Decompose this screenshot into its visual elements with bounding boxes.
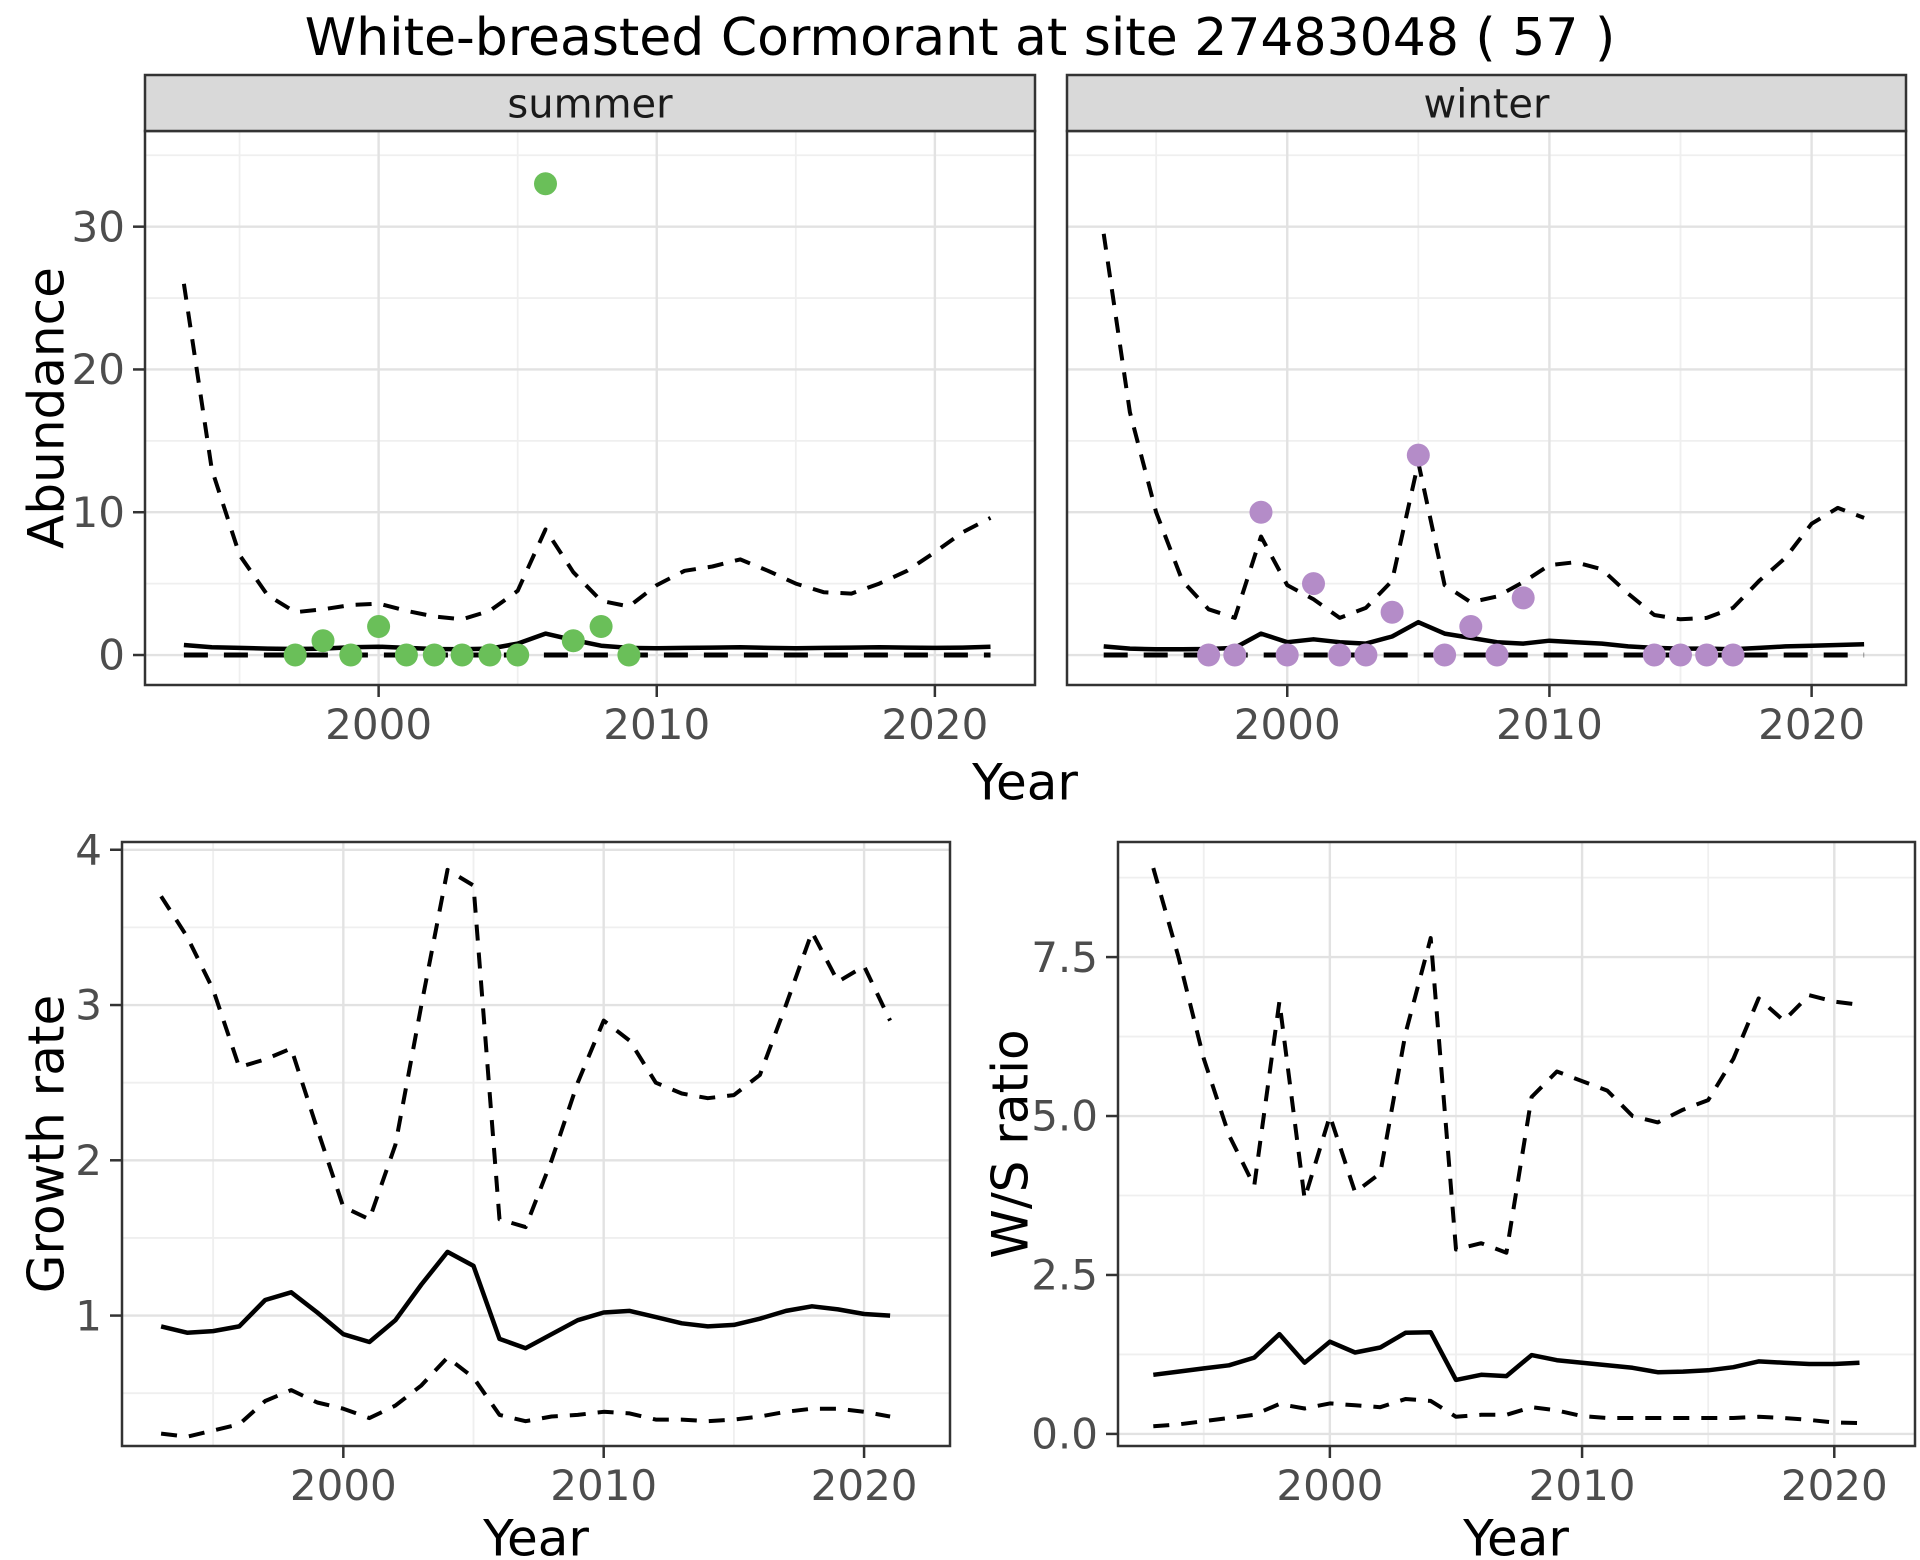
- x-tick-label: 2010: [1529, 1461, 1636, 1510]
- x-axis-title-year-growth: Year: [482, 1510, 589, 1560]
- data-point: [1354, 643, 1378, 667]
- y-tick-label: 1: [75, 1291, 102, 1340]
- data-point: [1197, 643, 1221, 667]
- y-tick-label: 2.5: [1031, 1251, 1098, 1300]
- y-axis-title-abundance: Abundance: [18, 267, 76, 549]
- y-axis-title-ws-ratio: W/S ratio: [982, 1029, 1040, 1258]
- data-point: [367, 615, 391, 638]
- y-tick-label: 7.5: [1031, 933, 1098, 982]
- x-tick-label: 2000: [325, 700, 432, 749]
- x-tick-label: 2000: [1234, 700, 1341, 749]
- panel-border: [1116, 840, 1917, 1448]
- data-point: [1275, 643, 1299, 667]
- facet-strip: [1065, 73, 1908, 133]
- upper-credible-bound-line: [181, 283, 992, 622]
- panel-background: [122, 842, 950, 1446]
- data-point: [478, 643, 502, 667]
- data-point: [1223, 643, 1247, 667]
- data-point: [1695, 643, 1719, 667]
- y-tick-label: 0.0: [1031, 1410, 1098, 1459]
- y-tick-label: 2: [75, 1136, 102, 1185]
- data-point: [339, 643, 363, 667]
- x-tick-label: 2010: [550, 1461, 657, 1510]
- x-tick-label: 2020: [881, 700, 988, 749]
- panel-growth-rate: 2000 2010 2020 1 2 3 4: [75, 825, 952, 1510]
- x-tick-label: 2020: [1758, 700, 1865, 749]
- data-point: [1380, 600, 1404, 624]
- median-estimate-line: [1153, 1329, 1860, 1383]
- data-point: [311, 629, 335, 653]
- x-tick-label: 2000: [290, 1461, 397, 1510]
- facet-strip-label: summer: [507, 81, 673, 127]
- upper-credible-bound-line: [159, 867, 892, 1230]
- upper-credible-bound-line: [1151, 867, 1860, 1255]
- y-tick-label: 4: [75, 825, 102, 874]
- facet-strip: [143, 73, 1037, 133]
- panel-background: [1067, 131, 1906, 685]
- data-point: [394, 643, 418, 667]
- x-tick-label: 2020: [811, 1461, 918, 1510]
- y-tick-label: 10: [72, 488, 125, 537]
- lower-credible-bound-line: [160, 1355, 891, 1439]
- y-axis-title-growth-rate: Growth rate: [18, 995, 76, 1293]
- data-point: [617, 643, 641, 667]
- data-point: [1485, 643, 1509, 667]
- data-point: [1511, 586, 1535, 610]
- chart-title: White-breasted Cormorant at site 2748304…: [304, 8, 1616, 68]
- panel-border: [120, 840, 952, 1448]
- panel-background: [145, 131, 1035, 685]
- x-tick-label: 2010: [1496, 700, 1603, 749]
- data-point: [283, 643, 307, 667]
- x-tick-label: 2010: [603, 700, 710, 749]
- data-point: [1406, 443, 1430, 467]
- upper-credible-bound-line: [1101, 233, 1865, 622]
- panel-background: [1118, 842, 1915, 1446]
- x-tick-label: 2020: [1781, 1461, 1888, 1510]
- x-axis-title-year-ws: Year: [1462, 1510, 1569, 1560]
- data-point: [1669, 643, 1692, 667]
- y-tick-label: 20: [72, 345, 125, 394]
- data-point: [534, 172, 557, 196]
- x-axis-title-year-top: Year: [971, 754, 1078, 812]
- data-point: [1328, 643, 1352, 667]
- data-point: [1721, 643, 1745, 667]
- x-tick-label: 2000: [1276, 1461, 1383, 1510]
- data-point: [561, 629, 585, 653]
- panel-summer: summer 2000 2010 2020 0 10 20 30: [72, 73, 1037, 749]
- median-estimate-line: [160, 1249, 891, 1351]
- panel-winter: winter 2000 2010 2020: [1065, 73, 1908, 749]
- panel-w-s-ratio: 2000 2010 2020 0.0 2.5 5.0 7.5: [1031, 840, 1917, 1510]
- y-tick-label: 5.0: [1031, 1092, 1098, 1141]
- data-point: [506, 643, 530, 667]
- data-point: [1433, 643, 1457, 667]
- data-point: [422, 643, 446, 667]
- y-tick-label: 3: [75, 981, 102, 1030]
- data-point: [1249, 500, 1273, 524]
- data-point: [1459, 615, 1483, 638]
- data-point: [1302, 572, 1325, 596]
- data-point: [589, 615, 613, 638]
- y-tick-label: 30: [72, 202, 125, 251]
- facet-strip-label: winter: [1424, 81, 1550, 127]
- lower-credible-bound-line: [1153, 1397, 1860, 1429]
- y-tick-label: 0: [98, 631, 125, 680]
- data-point: [1642, 643, 1666, 667]
- data-point: [450, 643, 474, 667]
